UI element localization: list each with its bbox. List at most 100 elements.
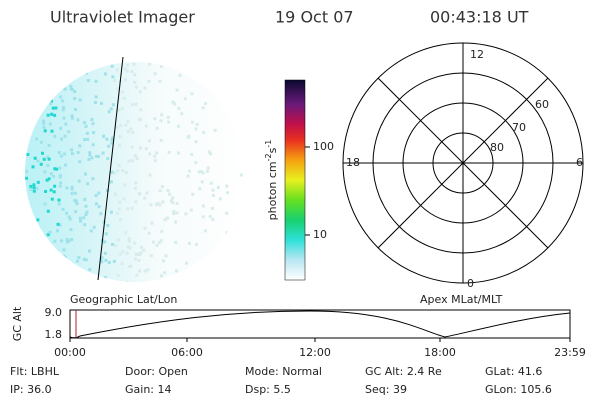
- pixel: [118, 200, 122, 204]
- pixel: [32, 247, 36, 251]
- field-value: Normal: [282, 365, 322, 378]
- pixel: [45, 178, 49, 182]
- lat-label: 80: [490, 141, 504, 154]
- pixel: [26, 127, 30, 131]
- pixel: [143, 226, 147, 230]
- pixel: [130, 159, 134, 163]
- pixel: [41, 64, 45, 68]
- pixel: [82, 216, 86, 220]
- pixel: [103, 72, 107, 76]
- pixel: [70, 185, 74, 189]
- pixel: [205, 169, 209, 173]
- pixel: [133, 154, 137, 158]
- pixel: [99, 101, 103, 105]
- pixel: [120, 262, 124, 266]
- pixel: [29, 251, 33, 255]
- pixel: [158, 79, 162, 83]
- pixel: [119, 124, 123, 128]
- pixel: [50, 99, 54, 103]
- status-field: Flt: LBHL: [10, 365, 60, 378]
- pixel: [53, 167, 57, 171]
- pixel: [197, 170, 201, 174]
- pixel: [45, 280, 49, 282]
- pixel: [32, 189, 36, 193]
- pixel: [111, 103, 115, 107]
- pixel: [26, 242, 30, 246]
- pixel: [50, 112, 54, 116]
- pixel: [99, 257, 103, 261]
- field-value: 36.0: [27, 383, 52, 396]
- pixel: [138, 269, 142, 273]
- pixel: [42, 125, 46, 129]
- pixel: [152, 240, 156, 244]
- pixel: [63, 163, 67, 167]
- pixel: [174, 220, 178, 224]
- pixel: [135, 273, 139, 277]
- pixel: [75, 202, 79, 206]
- pixel: [58, 79, 62, 83]
- pixel: [214, 263, 218, 267]
- pixel: [47, 71, 51, 75]
- pixel: [159, 138, 163, 142]
- pixel: [103, 240, 107, 244]
- pixel: [62, 254, 66, 258]
- pixel: [159, 239, 163, 243]
- pixel: [110, 138, 114, 142]
- pixel: [104, 232, 108, 236]
- pixel: [45, 257, 49, 261]
- pixel: [70, 116, 74, 120]
- pixel: [26, 233, 30, 237]
- pixel: [28, 107, 32, 111]
- pixel: [226, 191, 230, 195]
- pixel: [74, 199, 78, 203]
- pixel: [63, 134, 67, 138]
- pixel: [153, 159, 157, 163]
- status-field: Door: Open: [125, 365, 188, 378]
- pixel: [68, 217, 72, 221]
- pixel: [61, 77, 65, 81]
- status-field: IP: 36.0: [10, 383, 52, 396]
- pixel: [46, 209, 50, 213]
- pixel: [107, 144, 111, 148]
- pixel: [58, 175, 62, 179]
- pixel: [143, 269, 147, 273]
- pixel: [84, 258, 88, 262]
- pixel: [149, 203, 153, 207]
- pixel: [113, 244, 117, 248]
- pixel: [62, 248, 66, 252]
- pixel: [146, 268, 150, 272]
- pixel: [69, 265, 73, 269]
- field-label: IP:: [10, 383, 24, 396]
- pixel: [73, 90, 77, 94]
- pixel: [147, 231, 151, 235]
- pixel: [61, 99, 65, 103]
- pixel: [128, 246, 132, 250]
- field-label: Door:: [125, 365, 155, 378]
- pixel: [95, 154, 99, 158]
- pixel: [83, 138, 87, 142]
- pixel: [33, 260, 37, 264]
- pixel: [59, 181, 63, 185]
- pixel: [70, 191, 74, 195]
- pixel: [48, 94, 52, 98]
- pixel: [96, 154, 100, 158]
- pixel: [76, 118, 80, 122]
- pixel: [159, 274, 163, 278]
- pixel: [83, 121, 87, 125]
- pixel: [225, 231, 229, 235]
- pixel: [46, 155, 50, 159]
- date: 19 Oct 07: [275, 8, 354, 27]
- pixel: [127, 159, 131, 163]
- pixel: [207, 82, 211, 86]
- pixel: [169, 199, 173, 203]
- pixel: [138, 117, 142, 121]
- pixel: [94, 194, 98, 198]
- pixel: [218, 197, 222, 201]
- lat-label: 60: [535, 98, 549, 111]
- pixel: [129, 127, 133, 131]
- pixel: [195, 122, 199, 126]
- unit-exp: -2: [264, 153, 273, 161]
- pixel: [203, 229, 207, 233]
- pixel: [101, 151, 105, 155]
- pixel: [110, 64, 114, 68]
